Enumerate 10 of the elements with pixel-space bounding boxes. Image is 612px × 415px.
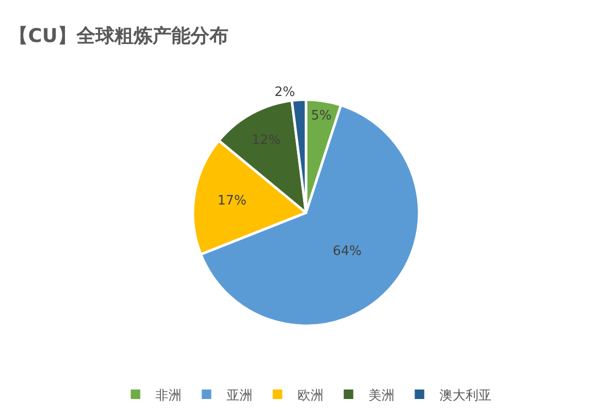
legend-label: 澳大利亚 <box>440 388 492 404</box>
data-label: 17% <box>218 193 246 208</box>
legend-label: 欧洲 <box>298 388 324 404</box>
chart-title: 【CU】全球粗炼产能分布 <box>9 24 229 47</box>
data-label: 2% <box>274 84 296 100</box>
data-label: 5% <box>310 108 332 124</box>
legend-label: 亚洲 <box>226 388 252 404</box>
legend-label: 非洲 <box>156 388 182 404</box>
data-label: 64% <box>332 244 362 259</box>
legend-label: 美洲 <box>368 387 394 404</box>
